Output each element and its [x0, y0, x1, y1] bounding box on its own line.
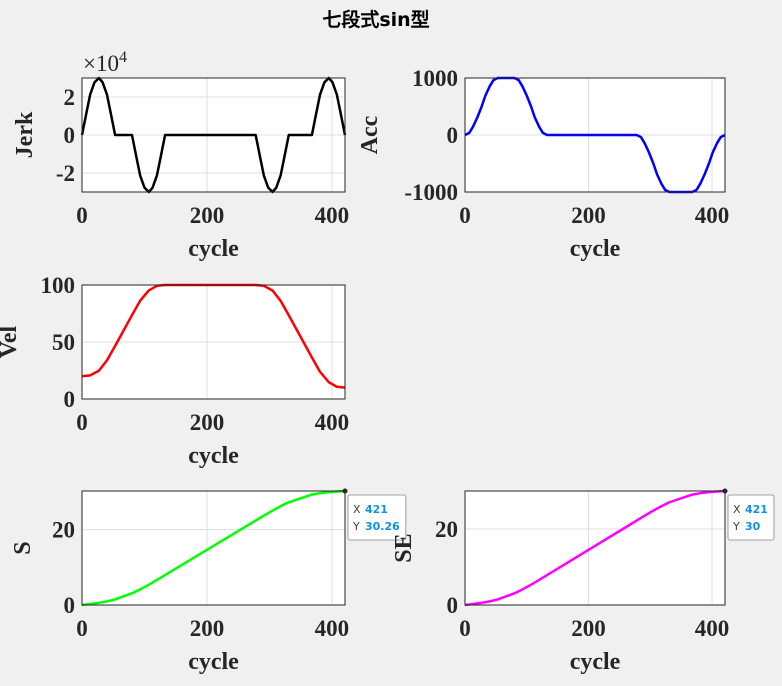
y-tick-label: 0 [64, 593, 76, 618]
x-tick-label: 400 [695, 616, 730, 641]
datatip-box [727, 494, 775, 541]
x-tick-label: 200 [190, 616, 225, 641]
datatip-marker [722, 488, 728, 494]
y-tick-label: 0 [64, 123, 76, 148]
x-tick-label: 0 [76, 616, 88, 641]
datatip-marker [342, 488, 348, 494]
axes-box [464, 77, 726, 193]
x-axis-label: cycle [188, 443, 239, 469]
x-axis-label: cycle [570, 236, 621, 262]
y-tick-label: 0 [447, 593, 459, 618]
y-tick-label: 100 [41, 273, 76, 298]
y-tick-label: 0 [64, 387, 76, 412]
y-axis-label: Jerk [12, 111, 38, 158]
x-tick-label: 200 [571, 203, 606, 228]
datatip-value: 421 [745, 503, 768, 516]
y-tick-label: 20 [52, 518, 75, 543]
datatip-label: X [733, 503, 741, 516]
data-line [81, 489, 346, 607]
axes-box [81, 490, 346, 606]
x-tick-label: 400 [315, 203, 350, 228]
y-tick-label: 2 [64, 85, 76, 110]
y-tick-label: 20 [435, 517, 458, 542]
y-axis-label: Vel [0, 325, 22, 358]
x-tick-label: 200 [571, 616, 606, 641]
y-tick-label: -2 [56, 161, 75, 186]
figure-title: 七段式sin型 [322, 8, 429, 31]
y-axis-label: SE [391, 533, 417, 562]
datatip-value: 30 [745, 520, 761, 533]
y-tick-label: 1000 [412, 66, 458, 91]
datatip-box [347, 494, 407, 541]
exponent-power: 4 [119, 49, 127, 66]
data-line [464, 489, 726, 607]
x-axis-label: cycle [570, 649, 621, 675]
datatip-label: X [353, 503, 361, 516]
exponent-base: ×10 [83, 51, 119, 76]
x-tick-label: 400 [315, 410, 350, 435]
axes-box [81, 77, 346, 193]
plot-area [82, 491, 345, 605]
x-axis-label: cycle [188, 236, 239, 262]
y-tick-label: 50 [52, 330, 75, 355]
x-axis-label: cycle [188, 649, 239, 675]
datatip-label: Y [352, 520, 360, 533]
axes-box [464, 490, 726, 606]
datatip-label: Y [732, 520, 740, 533]
x-tick-label: 0 [459, 203, 471, 228]
datatip-value: 30.26 [365, 520, 400, 533]
data-line [464, 76, 726, 194]
datatip-value: 421 [365, 503, 388, 516]
x-tick-label: 400 [315, 616, 350, 641]
x-tick-label: 0 [76, 203, 88, 228]
x-tick-label: 400 [695, 203, 730, 228]
plot-area [465, 491, 725, 605]
x-tick-label: 200 [190, 410, 225, 435]
y-tick-label: -1000 [404, 180, 458, 205]
x-tick-label: 0 [459, 616, 471, 641]
y-tick-label: 0 [447, 123, 459, 148]
datatip: X 421 Y 30.26 [347, 494, 407, 541]
x-tick-label: 200 [190, 203, 225, 228]
axes-box [81, 284, 346, 400]
data-line [80, 76, 347, 194]
x-tick-label: 0 [76, 410, 88, 435]
y-axis-label: S [10, 541, 36, 554]
y-axis-label: Acc [357, 115, 383, 154]
datatip: X 421 Y 30 [727, 494, 775, 541]
axis-exponent: ×104 [83, 49, 127, 76]
